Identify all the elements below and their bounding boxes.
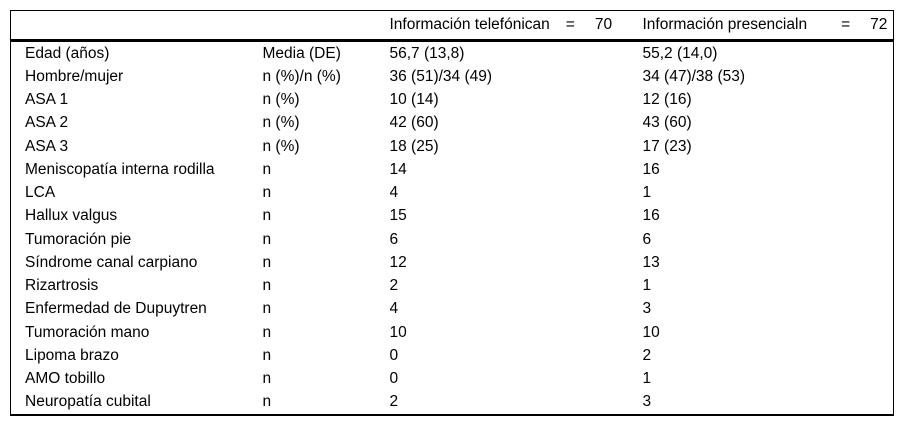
measure-cell: n (%) [262, 114, 300, 132]
measure-cell: n (%)/n (%) [262, 67, 341, 85]
row-label-cell: Rizartrosis [25, 277, 99, 295]
presencial-value-cell: 2 [642, 346, 652, 364]
presencial-value-cell: 34 (47)/38 (53) [642, 67, 746, 85]
measure-cell: n [262, 184, 272, 202]
presencial-value-cell: 3 [642, 300, 652, 318]
measure-cell: Media (DE) [262, 44, 341, 62]
table-row: Tumoración mano n 10 10 [11, 321, 894, 344]
row-label-cell: Meniscopatía interna rodilla [25, 160, 215, 178]
presencial-value-cell: 1 [642, 184, 652, 202]
presencial-value-cell: 17 (23) [642, 137, 692, 155]
row-label-cell: Tumoración pie [25, 230, 132, 248]
header-empty-label-col [10, 10, 263, 42]
telefonica-value-cell: 12 [389, 253, 407, 271]
row-label-cell: Tumoración mano [25, 323, 150, 341]
telefonica-value-cell: 14 [389, 160, 407, 178]
table-row: Enfermedad de Dupuytren n 4 3 [11, 298, 894, 321]
header-telefonica-label: Información telefónican [389, 16, 550, 33]
telefonica-value-cell: 2 [389, 277, 399, 295]
table-row: Meniscopatía interna rodilla n 14 16 [11, 158, 894, 181]
telefonica-value-cell: 4 [389, 300, 399, 318]
presencial-value-cell: 3 [642, 393, 652, 411]
header-presencial-equals-sign: = [841, 16, 851, 33]
row-label-cell: Edad (años) [25, 44, 110, 62]
measure-cell: n (%) [262, 137, 300, 155]
measure-cell: n [262, 277, 272, 295]
row-label-cell: Síndrome canal carpiano [25, 253, 198, 271]
baseline-characteristics-table: Información telefónican = 70 Información p… [10, 10, 894, 416]
row-label-cell: Enfermedad de Dupuytren [25, 300, 207, 318]
table-row: Rizartrosis n 2 1 [11, 275, 894, 298]
table-row: Tumoración pie n 6 6 [11, 228, 894, 251]
presencial-value-cell: 12 (16) [642, 91, 692, 109]
table-row: Lipoma brazo n 0 2 [11, 344, 894, 367]
row-label-cell: Neuropatía cubital [25, 393, 151, 411]
telefonica-value-cell: 18 (25) [389, 137, 439, 155]
measure-cell: n [262, 323, 272, 341]
presencial-value-cell: 1 [642, 370, 652, 388]
table-row: Neuropatía cubital n 2 3 [11, 391, 894, 415]
telefonica-value-cell: 10 (14) [389, 91, 439, 109]
measure-cell: n [262, 253, 272, 271]
telefonica-value-cell: 42 (60) [389, 114, 439, 132]
measure-cell: n [262, 393, 272, 411]
table-row: LCA n 4 1 [11, 182, 894, 205]
table-body: Edad (años) Media (DE) 56,7 (13,8) 55,2 … [11, 41, 894, 416]
telefonica-value-cell: 4 [389, 184, 399, 202]
header-telefonica-equals-sign: = [565, 16, 575, 33]
row-label-cell: ASA 1 [25, 91, 69, 109]
row-label-cell: ASA 2 [25, 114, 69, 132]
telefonica-value-cell: 56,7 (13,8) [389, 44, 465, 62]
presencial-value-cell: 13 [642, 253, 660, 271]
presencial-value-cell: 1 [642, 277, 652, 295]
telefonica-value-cell: 15 [389, 207, 407, 225]
table-row: ASA 3 n (%) 18 (25) 17 (23) [11, 135, 894, 158]
presencial-value-cell: 16 [642, 160, 660, 178]
telefonica-value-cell: 6 [389, 230, 399, 248]
header-row: Información telefónican = 70 Información p… [10, 10, 894, 42]
row-label-cell: AMO tobillo [25, 370, 106, 388]
page: Información telefónican = 70 Información p… [10, 10, 894, 416]
table-row: Hallux valgus n 15 16 [11, 205, 894, 228]
telefonica-value-cell: 2 [389, 393, 399, 411]
presencial-value-cell: 43 (60) [642, 114, 692, 132]
presencial-value-cell: 10 [642, 323, 660, 341]
measure-cell: n [262, 230, 272, 248]
row-label-cell: Lipoma brazo [25, 346, 119, 364]
table-row: ASA 2 n (%) 42 (60) 43 (60) [11, 112, 894, 135]
table-row: ASA 1 n (%) 10 (14) 12 (16) [11, 89, 894, 112]
measure-cell: n [262, 300, 272, 318]
header-presencial-label: Información presencialn [642, 16, 808, 33]
telefonica-value-cell: 0 [389, 346, 399, 364]
row-label-cell: ASA 3 [25, 137, 69, 155]
header-empty-measure-col [262, 10, 390, 42]
presencial-value-cell: 16 [642, 207, 660, 225]
table-header: Información telefónican = 70 Información p… [10, 10, 894, 42]
telefonica-value-cell: 0 [389, 370, 399, 388]
header-telefonica: Información telefónican = 70 [389, 10, 643, 42]
measure-cell: n [262, 207, 272, 225]
row-label-cell: Hallux valgus [25, 207, 118, 225]
header-presencial-n-value: 72 [870, 16, 888, 33]
table-row: Síndrome canal carpiano n 12 13 [11, 251, 894, 274]
measure-cell: n [262, 160, 272, 178]
table-row: Hombre/mujer n (%)/n (%) 36 (51)/34 (49)… [11, 65, 894, 88]
row-label-cell: Hombre/mujer [25, 67, 124, 85]
presencial-value-cell: 6 [642, 230, 652, 248]
header-telefonica-n-value: 70 [594, 16, 613, 33]
presencial-value-cell: 55,2 (14,0) [642, 44, 718, 62]
table-row: AMO tobillo n 0 1 [11, 368, 894, 391]
row-label-cell: LCA [25, 184, 56, 202]
table-row: Edad (años) Media (DE) 56,7 (13,8) 55,2 … [11, 41, 894, 66]
telefonica-value-cell: 36 (51)/34 (49) [389, 67, 493, 85]
measure-cell: n [262, 370, 272, 388]
telefonica-value-cell: 10 [389, 323, 407, 341]
measure-cell: n (%) [262, 91, 300, 109]
measure-cell: n [262, 346, 272, 364]
header-presencial: Información presencialn = 72 [642, 10, 894, 42]
